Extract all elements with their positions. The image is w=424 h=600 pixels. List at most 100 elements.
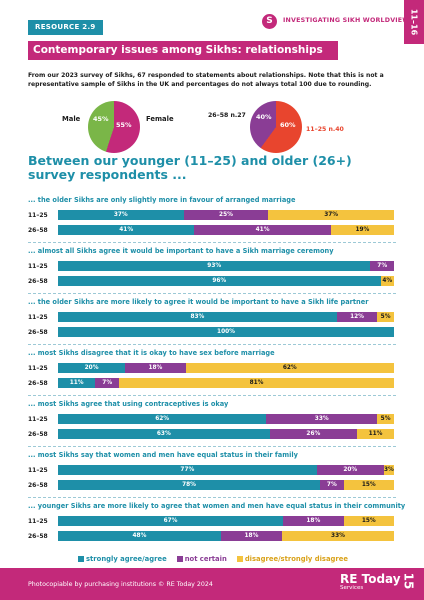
- gender-pie-chart: [88, 101, 140, 153]
- section-divider: [28, 446, 396, 447]
- age-group-label: 26–58: [28, 532, 48, 540]
- age-group-label: 11–25: [28, 211, 48, 219]
- section-divider: [28, 242, 396, 243]
- age-group-label: 26–58: [28, 226, 48, 234]
- bar-segment-disagree: 5%: [377, 414, 394, 424]
- chart-section: ... the older Sikhs are only slightly mo…: [28, 195, 394, 235]
- bar-row: 11–25 67% 18% 15%: [28, 516, 394, 526]
- bar-segment-disagree: 81%: [119, 378, 394, 388]
- bar-row: 26–58 78% 7% 15%: [28, 480, 394, 490]
- stacked-bar: 77% 20% 3%: [58, 465, 394, 475]
- age-group-label: 11–25: [28, 415, 48, 423]
- age-group-label: 11–25: [28, 262, 48, 270]
- bar-row: 11–25 20% 18% 62%: [28, 363, 394, 373]
- stacked-bar: 37% 25% 37%: [58, 210, 394, 220]
- publisher-logo-sub: Services: [340, 585, 364, 591]
- bar-segment-not-certain: 20%: [316, 465, 384, 475]
- age-group-label: 26–58: [28, 328, 48, 336]
- page-title: Contemporary issues among Sikhs: relatio…: [28, 41, 338, 60]
- stacked-bar: 67% 18% 15%: [58, 516, 394, 526]
- publisher-logo: RE Today: [340, 572, 401, 586]
- bar-row: 11–25 62% 33% 5%: [28, 414, 394, 424]
- stacked-bar: 41% 41% 19%: [58, 225, 394, 235]
- pie-older-label: 26–58 n.27: [208, 112, 246, 119]
- bar-segment-not-certain: 7%: [320, 480, 344, 490]
- bar-segment-not-certain: 41%: [194, 225, 331, 235]
- legend-swatch-agree: [78, 556, 84, 562]
- bar-segment-disagree: 33%: [281, 531, 394, 541]
- bar-segment-disagree: 15%: [343, 516, 394, 526]
- stacked-bar: 93% 7%: [58, 261, 394, 271]
- stacked-bar: 48% 18% 33%: [58, 531, 394, 541]
- legend-swatch-disagree: [236, 556, 243, 562]
- legend-label-agree: strongly agree/agree: [86, 555, 167, 563]
- bar-segment-not-certain: 18%: [283, 516, 344, 526]
- legend-item-disagree: disagree/strongly disagree: [236, 555, 348, 563]
- bar-segment-not-certain: 33%: [266, 414, 378, 424]
- chart-statement: ... most Sikhs agree that using contrace…: [28, 400, 229, 408]
- age-group-label: 11–25: [28, 313, 48, 321]
- bar-row: 26–58 100%: [28, 327, 394, 337]
- stacked-bar: 78% 7% 15%: [58, 480, 394, 490]
- page-number: 15: [401, 572, 416, 590]
- age-range-tab: 11–16: [404, 0, 424, 44]
- age-range-label: 11–16: [409, 8, 419, 36]
- chart-statement: ... most Sikhs disagree that it is okay …: [28, 349, 275, 357]
- bar-row: 26–58 96% 4%: [28, 276, 394, 286]
- bar-segment-agree: 77%: [58, 465, 317, 475]
- age-pie-chart: [250, 101, 302, 153]
- chart-statement: ... the older Sikhs are more likely to a…: [28, 298, 369, 306]
- section-divider: [28, 497, 396, 498]
- age-group-label: 26–58: [28, 481, 48, 489]
- stacked-bar: 62% 33% 5%: [58, 414, 394, 424]
- chart-statement: ... the older Sikhs are only slightly mo…: [28, 196, 296, 204]
- age-group-label: 26–58: [28, 277, 48, 285]
- stacked-bar: 83% 12% 5%: [58, 312, 394, 322]
- pie-older-pct: 40%: [256, 113, 272, 121]
- chart-section: ... most Sikhs disagree that it is okay …: [28, 348, 394, 388]
- chart-section: ... younger Sikhs are more likely to agr…: [28, 501, 406, 541]
- bar-segment-disagree: 19%: [330, 225, 394, 235]
- chart-statement: ... almost all Sikhs agree it would be i…: [28, 247, 334, 255]
- bar-segment-agree: 20%: [58, 363, 126, 373]
- resource-tag: RESOURCE 2.9: [28, 20, 103, 35]
- chart-statement: ... most Sikhs say that women and men ha…: [28, 451, 298, 459]
- section-headline: Between our younger (11–25) and older (2…: [28, 153, 352, 182]
- chart-section: ... almost all Sikhs agree it would be i…: [28, 246, 394, 286]
- bar-row: 11–25 83% 12% 5%: [28, 312, 394, 322]
- section-divider: [28, 293, 396, 294]
- stacked-bar: 11% 7% 81%: [58, 378, 394, 388]
- bar-segment-disagree: 5%: [377, 312, 394, 322]
- bar-row: 26–58 41% 41% 19%: [28, 225, 394, 235]
- bar-row: 26–58 48% 18% 33%: [28, 531, 394, 541]
- page-footer: Photocopiable by purchasing institutions…: [0, 568, 424, 600]
- series-logo-icon: S: [262, 14, 277, 29]
- age-group-label: 11–25: [28, 364, 48, 372]
- pie-female-pct: 55%: [116, 121, 132, 129]
- bar-row: 11–25 37% 25% 37%: [28, 210, 394, 220]
- bar-segment-agree: 48%: [58, 531, 221, 541]
- chart-statement: ... younger Sikhs are more likely to agr…: [28, 502, 406, 510]
- stacked-bar: 100%: [58, 327, 394, 337]
- bar-segment-not-certain: 18%: [220, 531, 282, 541]
- bar-segment-agree: 63%: [58, 429, 270, 439]
- section-divider: [28, 395, 396, 396]
- chart-section: ... most Sikhs say that women and men ha…: [28, 450, 394, 490]
- chart-section: ... the older Sikhs are more likely to a…: [28, 297, 394, 337]
- series-title: INVESTIGATING SIKH WORLDVIEWS: [283, 17, 415, 24]
- bar-segment-agree: 62%: [58, 414, 267, 424]
- bar-segment-agree: 83%: [58, 312, 337, 322]
- bar-segment-disagree: 3%: [383, 465, 394, 475]
- bar-segment-disagree: 62%: [185, 363, 394, 373]
- bar-segment-not-certain: 25%: [183, 210, 269, 220]
- stacked-bar: 63% 26% 11%: [58, 429, 394, 439]
- legend-item-not-certain: not certain: [176, 555, 227, 563]
- chart-legend: strongly agree/agree not certain disagre…: [78, 555, 348, 563]
- bar-segment-agree: 93%: [58, 261, 371, 271]
- bar-segment-not-certain: 12%: [336, 312, 378, 322]
- bar-segment-agree: 37%: [58, 210, 184, 220]
- legend-label-not-certain: not certain: [184, 555, 227, 563]
- bar-segment-agree: 11%: [58, 378, 96, 388]
- bar-segment-not-certain: 18%: [125, 363, 186, 373]
- bar-segment-agree: 96%: [58, 276, 381, 286]
